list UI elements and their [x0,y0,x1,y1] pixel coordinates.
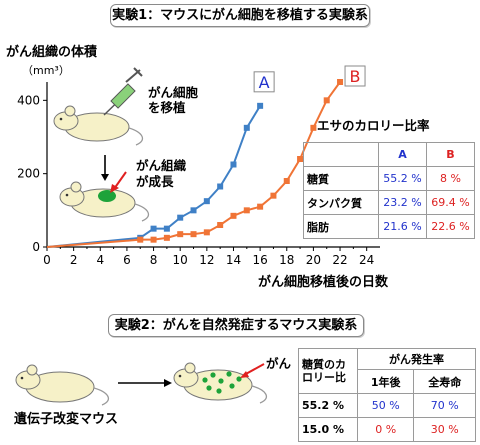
series-point-B [283,178,290,184]
transplant-label-1: がん細胞 [148,85,199,100]
diet-cell-b: 69.4 % [426,190,475,215]
series-point-A [163,225,170,232]
series-point-B [217,222,224,228]
y-tick-label: 400 [17,93,40,107]
table-row: 15.0 % 0 % 30 % [298,417,476,442]
exp1-illustrations [53,67,150,222]
diet-row-name: タンパク質 [303,190,379,215]
y-axis-label: がん組織の体積 [6,44,98,60]
y-axis-unit: （mm³） [22,64,70,77]
x-tick-label: 10 [173,253,188,267]
exp2-illustrations [15,362,268,406]
series-point-B [190,231,197,238]
series-point-A [190,207,197,214]
series-point-A [243,124,250,131]
series-label-B: B [350,67,361,86]
series-point-B [337,79,344,85]
growth-label-2: が成長 [136,174,174,189]
diet-table: A B 糖質 55.2 % 8 % タンパク質 23.2 % 69.4 % 脂肪… [303,142,475,239]
x-tick-label: 0 [43,253,51,267]
series-point-A [217,183,224,190]
diet-cell-a: 21.6 % [378,214,427,239]
incidence-header-ratio-1: 糖質のカ [302,358,346,371]
growth-label-1: がん組織 [136,158,187,173]
arrow-down-icon [101,155,109,181]
diet-table-title: エサのカロリー比率 [317,118,430,133]
transplant-label-2: を移植 [148,100,186,115]
incidence-cell-life: 30 % [413,417,476,442]
x-tick-label: 6 [123,253,131,267]
incidence-cell-1y: 0 % [356,417,415,442]
table-row: 55.2 % 50 % 70 % [298,393,476,418]
series-point-A [177,214,184,221]
series-point-B [137,236,144,243]
x-tick-label: 4 [96,253,104,267]
y-tick-label: 200 [17,167,40,181]
series-point-B [150,236,157,243]
series-point-A [257,102,264,109]
diet-col-a: A [378,142,427,167]
cancer-label: がん [266,356,292,371]
x-tick-label: 14 [226,253,241,267]
x-tick-label: 22 [332,253,347,267]
incidence-table: 糖質のカ ロリー比 がん発生率 1年後 全寿命 55.2 % 50 % 70 %… [298,348,476,442]
series-label-box-A [253,71,275,93]
exp2-title: 実験2：がんを自然発症するマウス実験系 [108,314,364,337]
series-point-A [203,198,210,205]
diet-cell-b: 8 % [426,166,475,191]
table-row: 糖質 55.2 % 8 % [303,166,475,191]
incidence-ratio: 55.2 % [298,393,358,418]
series-point-B [257,203,264,210]
series-point-B [203,229,210,236]
table-row: 脂肪 21.6 % 22.6 % [303,214,475,239]
series-point-B [323,97,330,104]
series-point-B [270,192,277,199]
series-point-B [177,231,184,238]
mouse-tumor-icon [59,171,150,222]
x-tick-label: 12 [199,253,214,267]
tumor-volume-chart: がん組織の体積 （mm³） 0 2 4 6 8 10 12 14 16 18 20 22 2402004… [6,44,389,290]
diet-row-name: 脂肪 [303,214,379,239]
incidence-cell-life: 70 % [413,393,476,418]
diet-row-name: 糖質 [303,166,379,191]
incidence-cell-1y: 50 % [356,393,415,418]
exp1-title: 実験1：マウスにがん細胞を移植する実験系 [110,4,370,27]
gm-mouse-label: 遺伝子改変マウス [14,412,119,427]
series-point-A [150,225,157,232]
x-tick-label: 16 [252,253,267,267]
y-tick-label: 0 [32,240,40,254]
diet-cell-a: 55.2 % [378,166,427,191]
diet-cell-b: 22.6 % [426,214,475,239]
series-point-B [163,234,170,241]
incidence-header-ratio-2: ロリー比 [302,371,346,384]
series-point-B [297,156,304,162]
x-axis-label: がん細胞移植後の日数 [258,274,389,290]
x-tick-label: 20 [306,253,321,267]
mouse-icon [15,364,110,406]
diet-cell-a: 23.2 % [378,190,427,215]
series-point-B [310,124,317,131]
series-label-box-B [344,65,366,87]
table-row: タンパク質 23.2 % 69.4 % [303,190,475,215]
series-point-B [230,212,237,219]
series-point-B [243,207,250,214]
incidence-col-life: 全寿命 [413,369,476,394]
series-point-A [230,161,237,168]
diet-col-b: B [426,142,475,167]
arrow-right-icon [118,379,172,387]
x-tick-label: 2 [70,253,78,267]
series-label-A: A [259,73,270,92]
x-tick-label: 8 [150,253,158,267]
incidence-ratio: 15.0 % [298,417,358,442]
mouse-syringe-icon [53,67,144,146]
mouse-cancer-icon [173,362,268,404]
x-tick-label: 24 [359,253,374,267]
x-tick-label: 18 [279,253,294,267]
incidence-header-rate: がん発生率 [357,348,476,370]
incidence-col-1y: 1年後 [356,369,415,394]
